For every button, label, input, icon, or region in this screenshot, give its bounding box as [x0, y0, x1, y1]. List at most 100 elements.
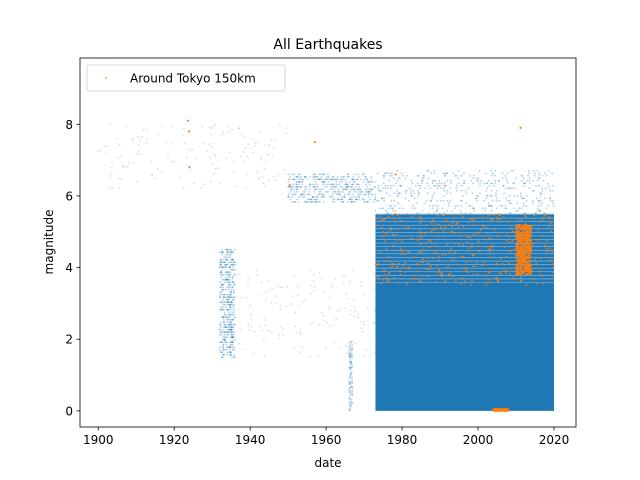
data-point [233, 161, 236, 164]
data-point [349, 353, 352, 356]
data-point [548, 187, 551, 190]
data-point [293, 347, 295, 349]
data-point [473, 217, 476, 220]
data-point [399, 238, 401, 241]
data-point [533, 174, 536, 177]
data-point [330, 196, 332, 198]
data-point [520, 252, 522, 255]
data-point [488, 248, 491, 251]
data-point [463, 172, 465, 175]
data-point [331, 201, 334, 203]
data-point [219, 346, 221, 349]
data-point [341, 274, 344, 276]
data-point [146, 129, 149, 132]
data-point [223, 338, 226, 341]
data-point [301, 301, 304, 303]
data-point [370, 176, 372, 178]
data-point [298, 186, 301, 188]
data-point [463, 280, 466, 283]
data-point [295, 183, 297, 186]
data-point [412, 204, 414, 207]
data-point [141, 135, 144, 138]
data-point [521, 227, 524, 230]
data-point [522, 177, 525, 180]
data-point [335, 186, 337, 188]
data-point [359, 193, 362, 196]
data-point [351, 347, 354, 350]
data-point [394, 209, 396, 212]
data-point [218, 328, 221, 331]
data-point [223, 278, 226, 281]
data-point [310, 322, 313, 325]
data-point [351, 357, 354, 359]
data-point [525, 233, 527, 236]
data-point [230, 321, 233, 324]
data-point [248, 305, 251, 308]
data-point [451, 230, 454, 233]
data-point [399, 273, 402, 276]
data-point [120, 178, 122, 181]
data-point [531, 189, 534, 192]
data-point [445, 172, 448, 175]
data-point [333, 191, 335, 193]
data-point [225, 293, 228, 296]
data-point [231, 298, 234, 301]
data-point [388, 194, 391, 197]
data-point [417, 235, 420, 238]
data-point [318, 173, 321, 176]
data-point [335, 181, 338, 183]
data-point [527, 174, 529, 177]
data-point [228, 323, 231, 326]
data-point [471, 279, 473, 282]
data-point [372, 272, 375, 274]
data-point [392, 207, 394, 210]
data-point [464, 189, 467, 192]
data-point [393, 177, 396, 180]
x-axis-label: date [314, 456, 341, 470]
data-point [374, 193, 377, 196]
data-point [336, 318, 338, 320]
data-point [423, 202, 426, 205]
data-point [420, 238, 423, 240]
data-point [523, 212, 526, 215]
data-point [335, 178, 338, 181]
data-point [352, 196, 355, 198]
data-point [276, 173, 279, 176]
data-point [389, 172, 391, 175]
data-point [318, 193, 321, 196]
data-point [200, 187, 203, 189]
data-point [522, 245, 524, 248]
data-point [532, 224, 535, 227]
data-point [254, 142, 257, 144]
data-point [389, 227, 392, 229]
data-point [432, 179, 435, 182]
data-point [209, 181, 212, 184]
data-point [467, 187, 470, 190]
data-point [334, 191, 337, 193]
data-point [331, 178, 334, 181]
data-point [359, 321, 362, 323]
axes-frame [79, 57, 577, 428]
data-point [521, 261, 523, 264]
data-point [369, 191, 372, 193]
data-point [331, 183, 334, 186]
data-point [223, 256, 226, 259]
data-point [225, 278, 228, 281]
data-point [362, 293, 365, 296]
data-point [219, 281, 221, 284]
data-point [485, 189, 488, 192]
data-point [227, 271, 230, 274]
data-point [282, 334, 285, 337]
data-point [522, 254, 525, 257]
data-point [350, 366, 353, 369]
data-point [498, 214, 501, 217]
data-point [535, 282, 538, 285]
data-point [348, 391, 351, 394]
data-point [497, 280, 499, 282]
data-point [137, 150, 140, 153]
data-point [257, 293, 260, 296]
data-point [331, 186, 333, 188]
data-point [194, 157, 197, 160]
data-point [182, 186, 185, 189]
data-point [230, 336, 233, 339]
